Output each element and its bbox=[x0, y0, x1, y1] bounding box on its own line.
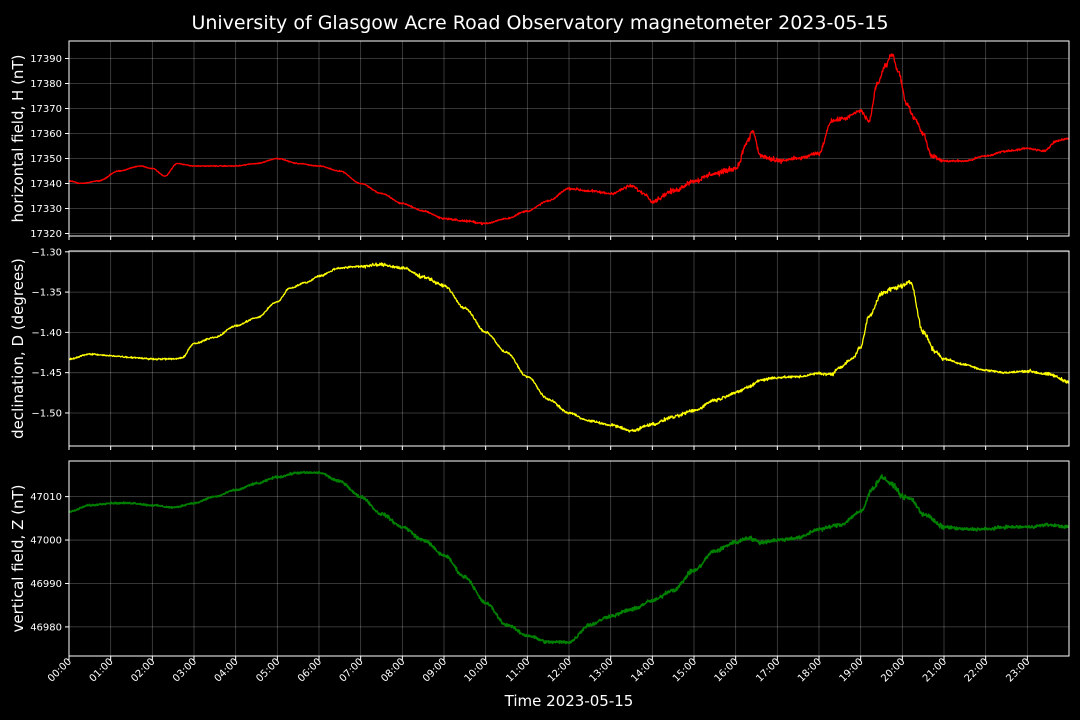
panel-h: 17320 17330 17340 17350 17360 17370 17380 17390… bbox=[9, 40, 1070, 240]
y-tick-label: 17320 bbox=[30, 229, 62, 240]
x-tick-label: 23:00 bbox=[1004, 656, 1032, 684]
y-tick-label: 17380 bbox=[30, 79, 62, 90]
axes-frame bbox=[68, 460, 1070, 657]
y-tick-label: 47000 bbox=[30, 536, 62, 547]
x-tick-label: 15:00 bbox=[671, 656, 699, 684]
x-tick-label: 11:00 bbox=[504, 656, 532, 684]
x-tick-label: 01:00 bbox=[88, 656, 116, 684]
x-tick-label: 13:00 bbox=[588, 656, 616, 684]
x-tick-label: 21:00 bbox=[921, 656, 949, 684]
axes-frame bbox=[68, 250, 1070, 447]
x-tick-label: 05:00 bbox=[254, 656, 282, 684]
x-tick-label: 17:00 bbox=[754, 656, 782, 684]
x-tick-label: 03:00 bbox=[171, 656, 199, 684]
y-tick-label: 17330 bbox=[30, 204, 62, 215]
y-axis-label: vertical field, Z (nT) bbox=[9, 484, 27, 632]
x-tick-label: 07:00 bbox=[338, 656, 366, 684]
x-tick-label: 04:00 bbox=[213, 656, 241, 684]
y-tick-label: 17370 bbox=[30, 104, 62, 115]
x-tick-label: 19:00 bbox=[838, 656, 866, 684]
y-tick-label: 17390 bbox=[30, 54, 62, 65]
y-tick-label: 47010 bbox=[30, 492, 62, 503]
x-tick-label: 18:00 bbox=[796, 656, 824, 684]
panel-d: −1.30 −1.35 −1.40 −1.45 −1.50 declination, D … bbox=[9, 247, 1070, 450]
y-tick-label: 17350 bbox=[30, 154, 62, 165]
y-tick-label: 17360 bbox=[30, 129, 62, 140]
y-tick-label: −1.45 bbox=[31, 368, 62, 379]
y-tick-label: −1.30 bbox=[31, 247, 62, 258]
y-tick-label: −1.50 bbox=[31, 408, 62, 419]
series-line-h bbox=[68, 53, 1070, 226]
x-tick-label: 06:00 bbox=[296, 656, 324, 684]
x-tick-label: 02:00 bbox=[129, 656, 157, 684]
series-line-z bbox=[68, 470, 1070, 645]
x-tick-label: 08:00 bbox=[379, 656, 407, 684]
y-axis-label: horizontal field, H (nT) bbox=[9, 55, 27, 223]
series-line-d bbox=[68, 262, 1070, 433]
x-tick-label: 10:00 bbox=[463, 656, 491, 684]
y-tick-label: 17340 bbox=[30, 179, 62, 190]
y-tick-label: −1.35 bbox=[31, 288, 62, 299]
y-axis-label: declination, D (degrees) bbox=[9, 258, 27, 439]
x-tick-label: 22:00 bbox=[963, 656, 991, 684]
chart-title: University of Glasgow Acre Road Observat… bbox=[191, 12, 888, 34]
x-axis-label: Time 2023-05-15 bbox=[504, 692, 634, 710]
y-tick-label: 46990 bbox=[30, 579, 62, 590]
x-tick-label: 20:00 bbox=[879, 656, 907, 684]
x-tick-label: 09:00 bbox=[421, 656, 449, 684]
axes-frame bbox=[68, 40, 1070, 237]
y-tick-label: −1.40 bbox=[31, 328, 62, 339]
x-tick-label: 12:00 bbox=[546, 656, 574, 684]
x-tick-label: 16:00 bbox=[713, 656, 741, 684]
y-tick-label: 46980 bbox=[30, 622, 62, 633]
x-tick-label: 14:00 bbox=[629, 656, 657, 684]
x-tick-label: 00:00 bbox=[46, 656, 74, 684]
